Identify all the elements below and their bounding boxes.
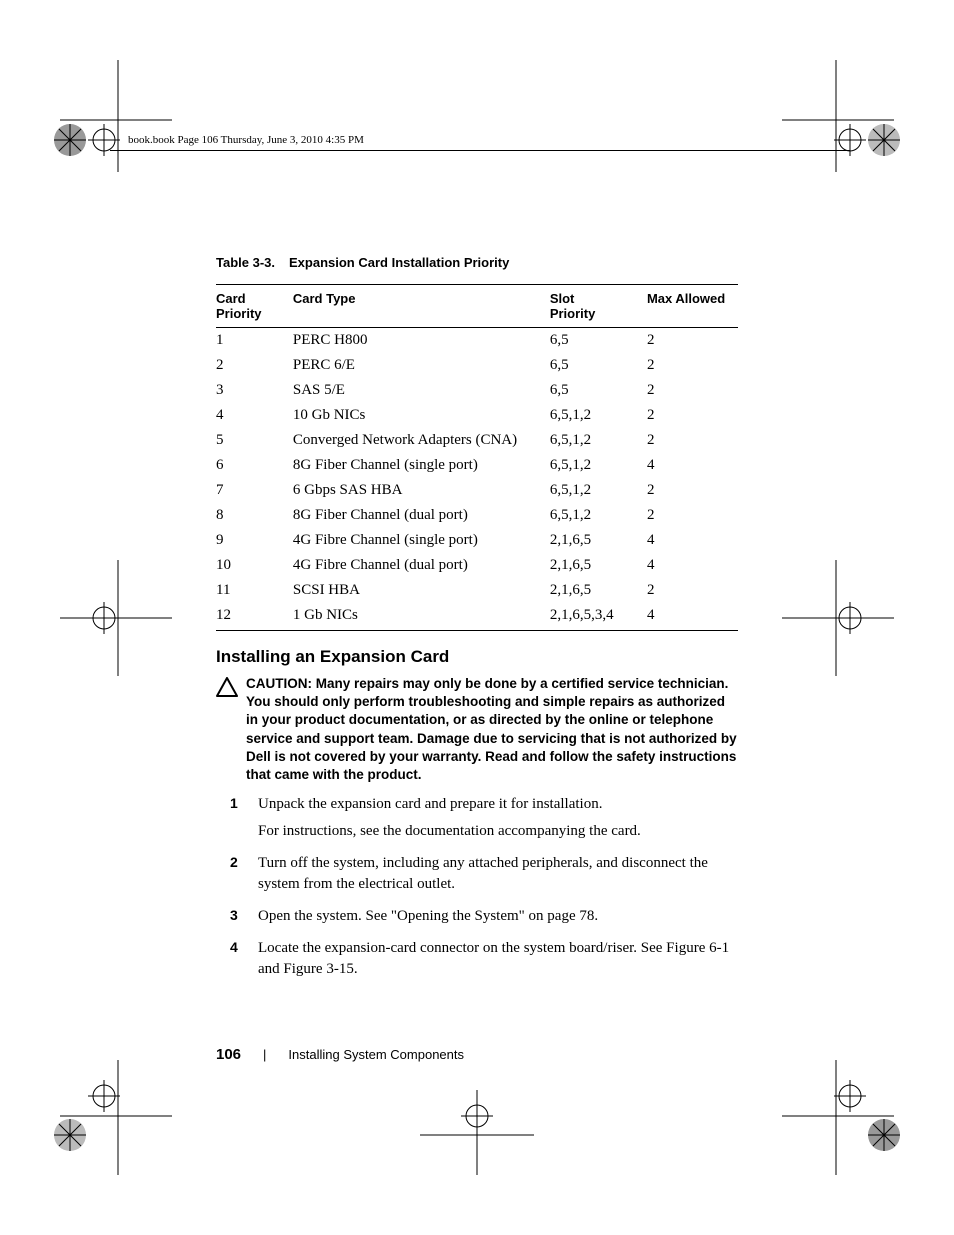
cell-slot: 2,1,6,5 — [550, 528, 647, 553]
page-number: 106 — [216, 1046, 241, 1063]
step-item: Turn off the system, including any attac… — [216, 853, 738, 895]
cell-type: SAS 5/E — [293, 378, 550, 403]
table-row: 121 Gb NICs2,1,6,5,3,44 — [216, 603, 738, 631]
table-row: 3SAS 5/E6,52 — [216, 378, 738, 403]
caution-icon — [216, 675, 246, 784]
footer-section: Installing System Components — [288, 1047, 464, 1062]
caution-text: CAUTION: Many repairs may only be done b… — [246, 675, 738, 784]
table-row: 1PERC H8006,52 — [216, 328, 738, 354]
table-row: 94G Fibre Channel (single port)2,1,6,54 — [216, 528, 738, 553]
cell-max: 2 — [647, 428, 738, 453]
step-text-secondary: For instructions, see the documentation … — [258, 821, 738, 842]
cell-priority: 10 — [216, 553, 293, 578]
content-area: Table 3-3. Expansion Card Installation Pr… — [216, 255, 738, 991]
col-card-priority: CardPriority — [216, 285, 293, 328]
col-slot-priority: SlotPriority — [550, 285, 647, 328]
col-card-type: Card Type — [293, 285, 550, 328]
cell-slot: 2,1,6,5 — [550, 553, 647, 578]
cell-type: Converged Network Adapters (CNA) — [293, 428, 550, 453]
section-heading: Installing an Expansion Card — [216, 647, 738, 667]
cell-type: 1 Gb NICs — [293, 603, 550, 631]
cell-max: 2 — [647, 503, 738, 528]
table-row: 76 Gbps SAS HBA6,5,1,22 — [216, 478, 738, 503]
cell-max: 4 — [647, 528, 738, 553]
table-row: 68G Fiber Channel (single port)6,5,1,24 — [216, 453, 738, 478]
cell-max: 2 — [647, 378, 738, 403]
cell-slot: 6,5,1,2 — [550, 428, 647, 453]
table-row: 410 Gb NICs6,5,1,22 — [216, 403, 738, 428]
caution-body: Many repairs may only be done by a certi… — [246, 676, 737, 782]
cell-slot: 6,5,1,2 — [550, 453, 647, 478]
cell-priority: 9 — [216, 528, 293, 553]
footer-divider: | — [263, 1047, 266, 1062]
caution-label: CAUTION: — [246, 676, 312, 691]
cell-type: PERC H800 — [293, 328, 550, 354]
cell-priority: 12 — [216, 603, 293, 631]
table-row: 5Converged Network Adapters (CNA)6,5,1,2… — [216, 428, 738, 453]
cell-slot: 6,5 — [550, 328, 647, 354]
cell-type: 4G Fibre Channel (single port) — [293, 528, 550, 553]
priority-table: CardPriority Card Type SlotPriority Max … — [216, 284, 738, 631]
cell-type: 4G Fibre Channel (dual port) — [293, 553, 550, 578]
cell-priority: 3 — [216, 378, 293, 403]
table-header-row: CardPriority Card Type SlotPriority Max … — [216, 285, 738, 328]
cell-max: 2 — [647, 478, 738, 503]
cell-max: 4 — [647, 553, 738, 578]
cell-slot: 2,1,6,5,3,4 — [550, 603, 647, 631]
cell-slot: 6,5,1,2 — [550, 403, 647, 428]
cell-type: 8G Fiber Channel (single port) — [293, 453, 550, 478]
cell-max: 4 — [647, 603, 738, 631]
cell-slot: 6,5 — [550, 353, 647, 378]
cell-slot: 6,5,1,2 — [550, 478, 647, 503]
cell-max: 2 — [647, 328, 738, 354]
col-max-allowed: Max Allowed — [647, 285, 738, 328]
step-text: Unpack the expansion card and prepare it… — [258, 796, 602, 812]
cell-priority: 4 — [216, 403, 293, 428]
cell-slot: 2,1,6,5 — [550, 578, 647, 603]
table-caption-title: Expansion Card Installation Priority — [289, 255, 509, 270]
cell-priority: 1 — [216, 328, 293, 354]
cell-priority: 8 — [216, 503, 293, 528]
page-root: book.book Page 106 Thursday, June 3, 201… — [0, 0, 954, 1235]
cell-slot: 6,5,1,2 — [550, 503, 647, 528]
page-footer: 106 | Installing System Components — [216, 1046, 464, 1063]
step-text: Open the system. See "Opening the System… — [258, 908, 598, 924]
step-text: Locate the expansion-card connector on t… — [258, 940, 729, 977]
step-item: Unpack the expansion card and prepare it… — [216, 794, 738, 842]
step-item: Locate the expansion-card connector on t… — [216, 938, 738, 980]
step-item: Open the system. See "Opening the System… — [216, 906, 738, 927]
cell-max: 4 — [647, 453, 738, 478]
cell-max: 2 — [647, 403, 738, 428]
cell-type: SCSI HBA — [293, 578, 550, 603]
steps-list: Unpack the expansion card and prepare it… — [216, 794, 738, 980]
table-row: 88G Fiber Channel (dual port)6,5,1,22 — [216, 503, 738, 528]
table-row: 104G Fibre Channel (dual port)2,1,6,54 — [216, 553, 738, 578]
cell-priority: 11 — [216, 578, 293, 603]
cell-priority: 2 — [216, 353, 293, 378]
table-row: 11SCSI HBA2,1,6,52 — [216, 578, 738, 603]
cell-type: 8G Fiber Channel (dual port) — [293, 503, 550, 528]
step-text: Turn off the system, including any attac… — [258, 855, 708, 892]
cell-type: PERC 6/E — [293, 353, 550, 378]
cell-type: 10 Gb NICs — [293, 403, 550, 428]
cell-max: 2 — [647, 353, 738, 378]
table-row: 2PERC 6/E6,52 — [216, 353, 738, 378]
cell-slot: 6,5 — [550, 378, 647, 403]
cell-priority: 7 — [216, 478, 293, 503]
table-caption-label: Table 3-3. — [216, 255, 275, 270]
cell-priority: 6 — [216, 453, 293, 478]
cell-priority: 5 — [216, 428, 293, 453]
table-caption: Table 3-3. Expansion Card Installation Pr… — [216, 255, 738, 270]
caution-block: CAUTION: Many repairs may only be done b… — [216, 675, 738, 784]
cell-type: 6 Gbps SAS HBA — [293, 478, 550, 503]
cell-max: 2 — [647, 578, 738, 603]
